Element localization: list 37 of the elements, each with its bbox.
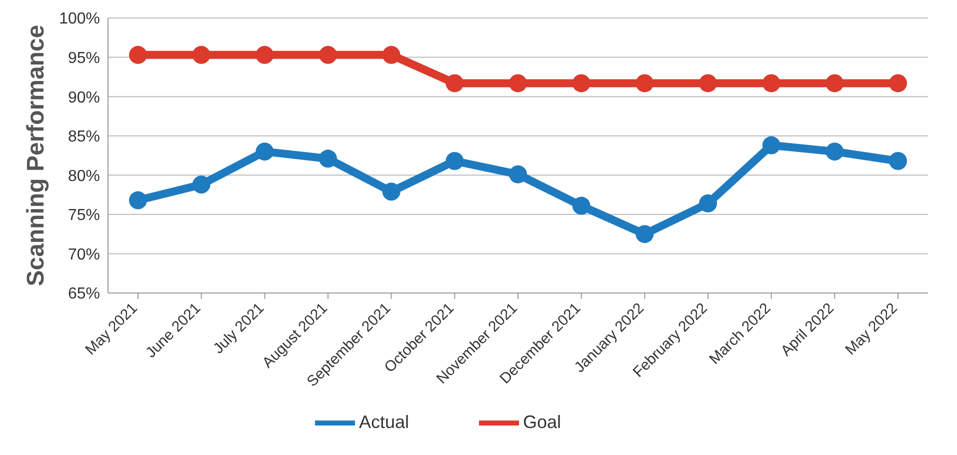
point: [509, 165, 527, 184]
point: [572, 196, 590, 215]
y-tick-label: 85%: [68, 128, 100, 146]
point: [319, 150, 337, 168]
point: [699, 194, 717, 212]
point: [572, 74, 590, 92]
point: [256, 46, 274, 64]
y-tick-label: 70%: [68, 246, 100, 264]
point: [636, 74, 654, 92]
legend-label: Actual: [358, 412, 409, 432]
point: [762, 136, 780, 154]
point: [826, 74, 844, 92]
y-tick-label: 90%: [68, 89, 100, 106]
point: [129, 46, 147, 64]
point: [446, 74, 464, 92]
point: [192, 176, 210, 194]
point: [636, 225, 654, 244]
point: [319, 46, 337, 64]
y-tick-label: 65%: [68, 286, 100, 303]
point: [382, 182, 400, 201]
point: [192, 46, 210, 64]
y-tick-label: 95%: [68, 50, 100, 67]
point: [256, 142, 274, 161]
y-tick-label: 80%: [68, 168, 100, 185]
point: [889, 152, 907, 170]
point: [699, 74, 717, 92]
y-tick-label: 100%: [59, 10, 100, 28]
point: [446, 152, 464, 170]
legend-label: Goal: [523, 412, 562, 432]
point: [762, 74, 780, 92]
point: [382, 46, 400, 64]
point: [129, 191, 147, 210]
y-tick-label: 75%: [68, 207, 100, 224]
point: [509, 74, 527, 92]
point: [889, 74, 907, 92]
y-axis-title: Scanning Performance: [22, 24, 50, 286]
point: [826, 142, 844, 161]
